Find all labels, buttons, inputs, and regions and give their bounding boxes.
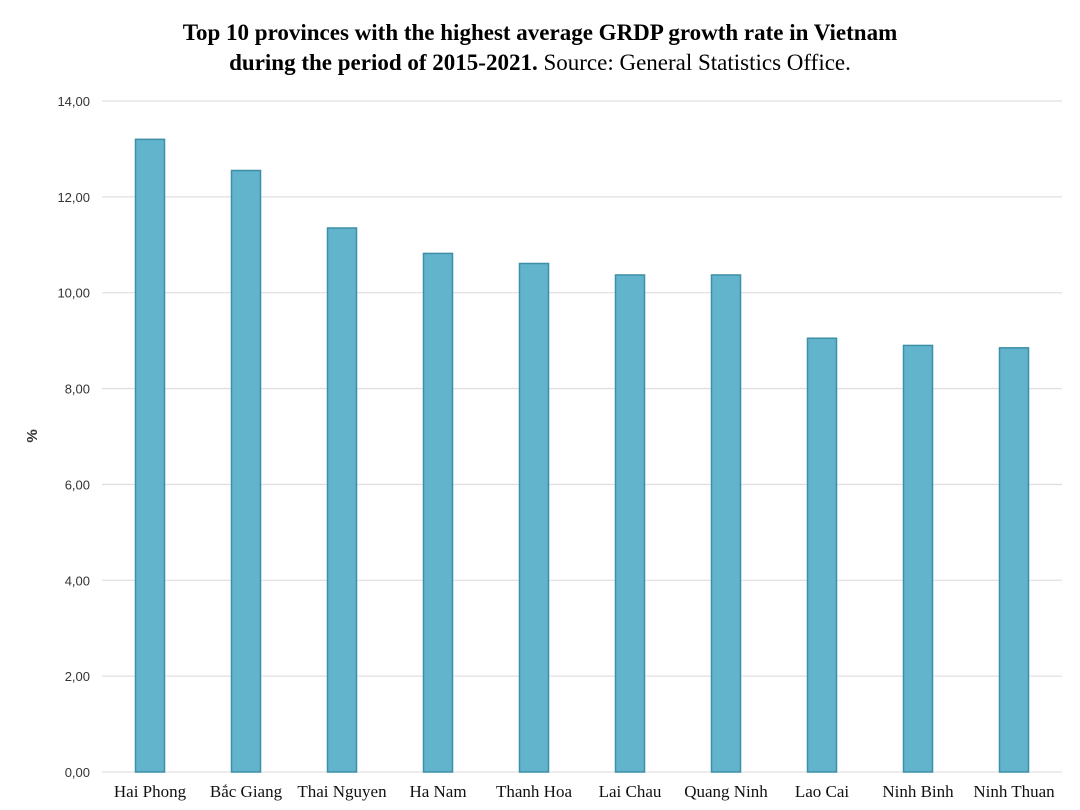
bar [710,274,742,773]
bar [326,227,358,773]
x-category-label: Lao Cai [795,782,850,801]
y-tick-label: 14,00 [57,94,90,109]
y-tick-label: 6,00 [65,477,90,492]
gridlines [102,100,1062,773]
y-tick-label: 8,00 [65,382,90,397]
bar [806,337,838,773]
bar [998,347,1030,773]
y-axis-title: % [24,429,41,442]
y-axis-ticks: 0,00 2,00 4,00 6,00 8,00 10,00 12,00 14,00 [57,94,90,780]
x-category-label: Hai Phong [114,782,187,801]
x-category-label: Bắc Giang [210,782,283,801]
bar [614,274,646,773]
bar [518,262,550,773]
x-category-label: Thanh Hoa [496,782,572,801]
bar [230,169,262,773]
chart-title-line2: during the period of 2015-2021. Source: … [0,48,1080,78]
x-category-label: Thai Nguyen [297,782,387,801]
x-category-label: Quang Ninh [684,782,768,801]
chart-title-source: Source: General Statistics Office. [537,50,851,75]
y-tick-label: 2,00 [65,669,90,684]
x-category-label: Ninh Binh [882,782,954,801]
x-category-label: Lai Chau [599,782,662,801]
chart-title: Top 10 provinces with the highest averag… [0,18,1080,78]
bar [902,344,934,773]
x-category-label: Ha Nam [409,782,466,801]
chart-title-period: during the period of 2015-2021. [229,50,538,75]
chart-title-line1: Top 10 provinces with the highest averag… [182,20,898,45]
y-tick-label: 12,00 [57,190,90,205]
x-category-label: Ninh Thuan [973,782,1055,801]
x-axis-categories: Hai Phong Bắc Giang Thai Nguyen Ha Nam Thanh… [114,782,1055,801]
bars [134,138,1030,773]
bar [422,252,454,773]
y-tick-label: 0,00 [65,765,90,780]
y-tick-label: 10,00 [57,286,90,301]
y-tick-label: 4,00 [65,573,90,588]
bar [134,138,166,773]
